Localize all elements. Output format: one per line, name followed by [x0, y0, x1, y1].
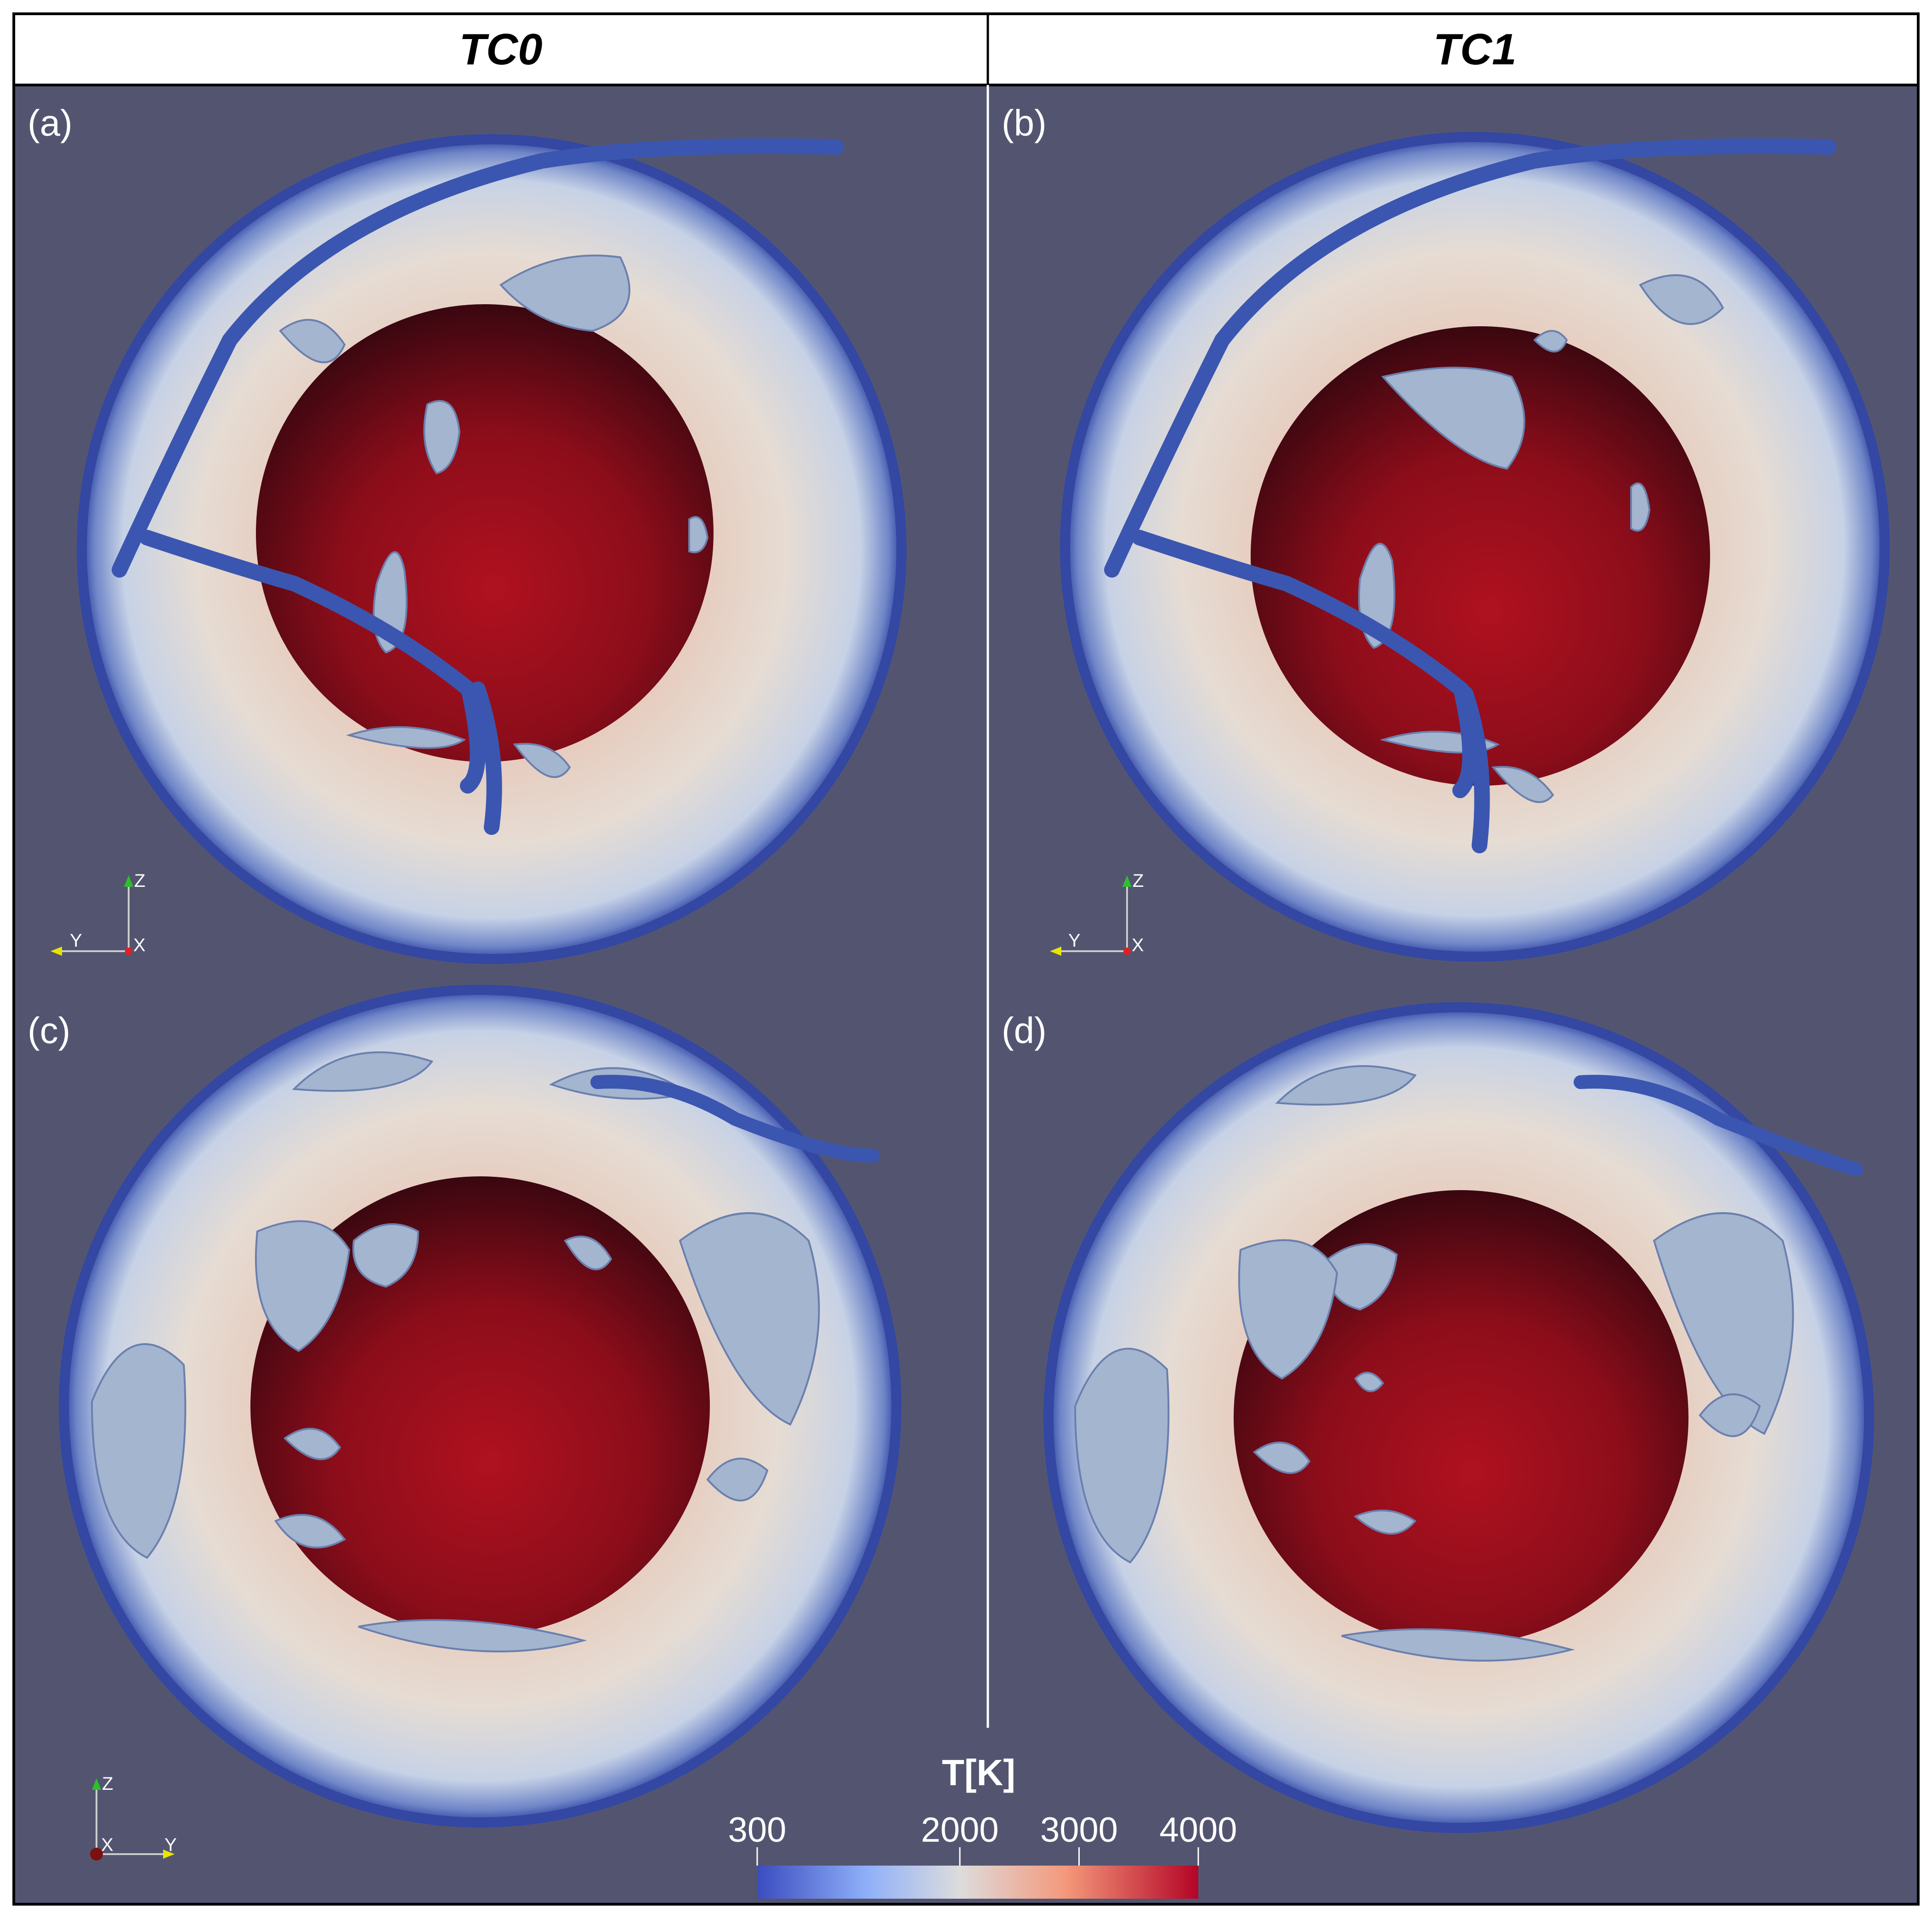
svg-text:X: X	[1132, 935, 1144, 955]
x-axis-dot-icon	[125, 948, 132, 955]
svg-text:Y: Y	[1068, 931, 1081, 951]
panel-label-c: (c)	[28, 1010, 70, 1051]
colorbar: T[K] 300 2000 3000 4000	[728, 1752, 1237, 1899]
axes-triad-b: Z Y X	[1050, 871, 1144, 956]
surface-shell	[59, 985, 901, 1827]
colorbar-ticks: 300 2000 3000 4000	[728, 1810, 1237, 1866]
surface-plate	[1574, 1075, 1863, 1176]
colorbar-gradient-bar	[757, 1866, 1198, 1899]
surface-shell	[1060, 132, 1890, 962]
svg-text:Z: Z	[134, 871, 145, 891]
surface-shell	[1043, 1002, 1874, 1833]
panel-label-a: (a)	[28, 102, 73, 143]
z-axis-arrow-icon	[1122, 875, 1132, 887]
svg-text:Z: Z	[102, 1774, 113, 1794]
colorbar-tick-label: 300	[728, 1810, 787, 1850]
colorbar-tick-label: 4000	[1159, 1810, 1237, 1850]
core-sphere	[250, 1176, 710, 1636]
slab-structures	[279, 255, 709, 778]
surface-plate	[590, 1075, 880, 1163]
core-sphere	[256, 304, 714, 762]
svg-text:Y: Y	[70, 931, 82, 951]
svg-text:Y: Y	[164, 1835, 177, 1855]
panel-label-b: (b)	[1002, 102, 1047, 143]
svg-text:X: X	[101, 1835, 113, 1855]
colorbar-title: T[K]	[942, 1752, 1015, 1793]
axes-triad-c: Z X Y	[90, 1774, 177, 1861]
svg-text:X: X	[133, 935, 146, 955]
panel-c: (c) Z X Y	[28, 985, 901, 1861]
header-row	[12, 12, 1920, 86]
slab-structures	[91, 1051, 820, 1652]
panel-a: (a) Z Y X	[28, 102, 907, 964]
subducting-slab	[1104, 138, 1836, 853]
y-axis-arrow-icon	[163, 1850, 175, 1859]
core-sphere	[1251, 326, 1710, 786]
slab-structures	[1074, 1065, 1794, 1662]
axes-triad-a: Z Y X	[51, 871, 146, 956]
z-axis-arrow-icon	[92, 1778, 101, 1790]
column-title-tc1: TC1	[1433, 25, 1516, 74]
panel-d: (d)	[1002, 1002, 1874, 1833]
x-axis-dot-icon	[90, 1848, 103, 1861]
colorbar-tick-label: 2000	[921, 1810, 999, 1850]
panel-b: (b) Z Y X	[1002, 102, 1890, 962]
panel-label-d: (d)	[1002, 1010, 1047, 1051]
z-axis-arrow-icon	[124, 875, 133, 887]
y-axis-arrow-icon	[1050, 947, 1061, 956]
y-axis-arrow-icon	[51, 947, 62, 956]
x-axis-dot-icon	[1123, 948, 1131, 955]
subducting-slab	[112, 138, 844, 835]
column-title-tc0: TC0	[459, 25, 542, 74]
svg-text:Z: Z	[1133, 871, 1144, 891]
colorbar-tick-label: 3000	[1040, 1810, 1118, 1850]
surface-shell	[77, 134, 907, 964]
